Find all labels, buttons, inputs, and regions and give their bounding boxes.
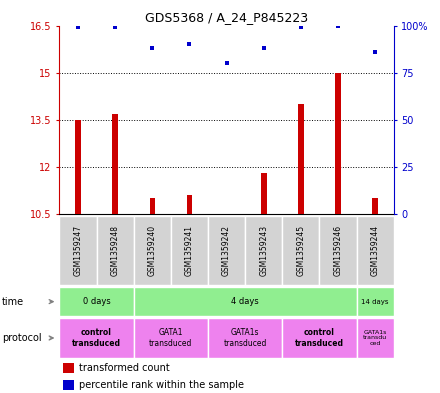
Point — [112, 24, 119, 31]
Bar — [357, 318, 394, 358]
Bar — [245, 216, 282, 285]
Bar — [208, 216, 245, 285]
Bar — [96, 216, 134, 285]
Text: GSM1359241: GSM1359241 — [185, 225, 194, 276]
Text: 4 days: 4 days — [231, 297, 259, 306]
Bar — [261, 173, 267, 214]
Text: transformed count: transformed count — [80, 363, 170, 373]
Text: control
transduced: control transduced — [295, 328, 344, 348]
Point — [372, 49, 379, 55]
Text: 0 days: 0 days — [83, 297, 110, 306]
Text: GSM1359243: GSM1359243 — [259, 225, 268, 276]
Bar — [63, 363, 74, 373]
Bar — [208, 318, 282, 358]
Text: time: time — [2, 297, 24, 307]
Text: GSM1359248: GSM1359248 — [110, 225, 120, 276]
Bar — [59, 216, 96, 285]
Text: GSM1359240: GSM1359240 — [148, 225, 157, 276]
Bar — [372, 198, 378, 214]
Bar — [134, 216, 171, 285]
Bar — [59, 318, 134, 358]
Text: GSM1359244: GSM1359244 — [371, 225, 380, 276]
Point — [186, 41, 193, 48]
Text: GSM1359245: GSM1359245 — [297, 225, 305, 276]
Title: GDS5368 / A_24_P845223: GDS5368 / A_24_P845223 — [145, 11, 308, 24]
Bar — [134, 318, 208, 358]
Bar — [112, 114, 118, 214]
Bar — [171, 216, 208, 285]
Text: control
transduced: control transduced — [72, 328, 121, 348]
Bar — [282, 318, 357, 358]
Point — [223, 60, 230, 66]
Bar — [134, 287, 357, 316]
Bar — [357, 216, 394, 285]
Text: GATA1s
transduced: GATA1s transduced — [224, 328, 267, 348]
Bar — [224, 213, 229, 214]
Bar — [150, 198, 155, 214]
Text: 14 days: 14 days — [362, 299, 389, 305]
Bar — [335, 73, 341, 214]
Text: GATA1s
transdu
ced: GATA1s transdu ced — [363, 330, 387, 346]
Point — [74, 24, 81, 31]
Bar — [187, 195, 192, 214]
Point — [260, 45, 267, 51]
Text: GSM1359242: GSM1359242 — [222, 225, 231, 276]
Bar — [75, 120, 81, 214]
Bar — [282, 216, 319, 285]
Bar — [298, 104, 304, 214]
Point — [149, 45, 156, 51]
Text: GSM1359246: GSM1359246 — [334, 225, 343, 276]
Text: GSM1359247: GSM1359247 — [73, 225, 82, 276]
Bar — [319, 216, 357, 285]
Text: percentile rank within the sample: percentile rank within the sample — [80, 380, 245, 390]
Point — [334, 22, 341, 29]
Bar — [63, 380, 74, 389]
Text: GATA1
transduced: GATA1 transduced — [149, 328, 193, 348]
Point — [297, 24, 304, 31]
Bar — [59, 287, 134, 316]
Text: protocol: protocol — [2, 333, 42, 343]
Bar — [357, 287, 394, 316]
